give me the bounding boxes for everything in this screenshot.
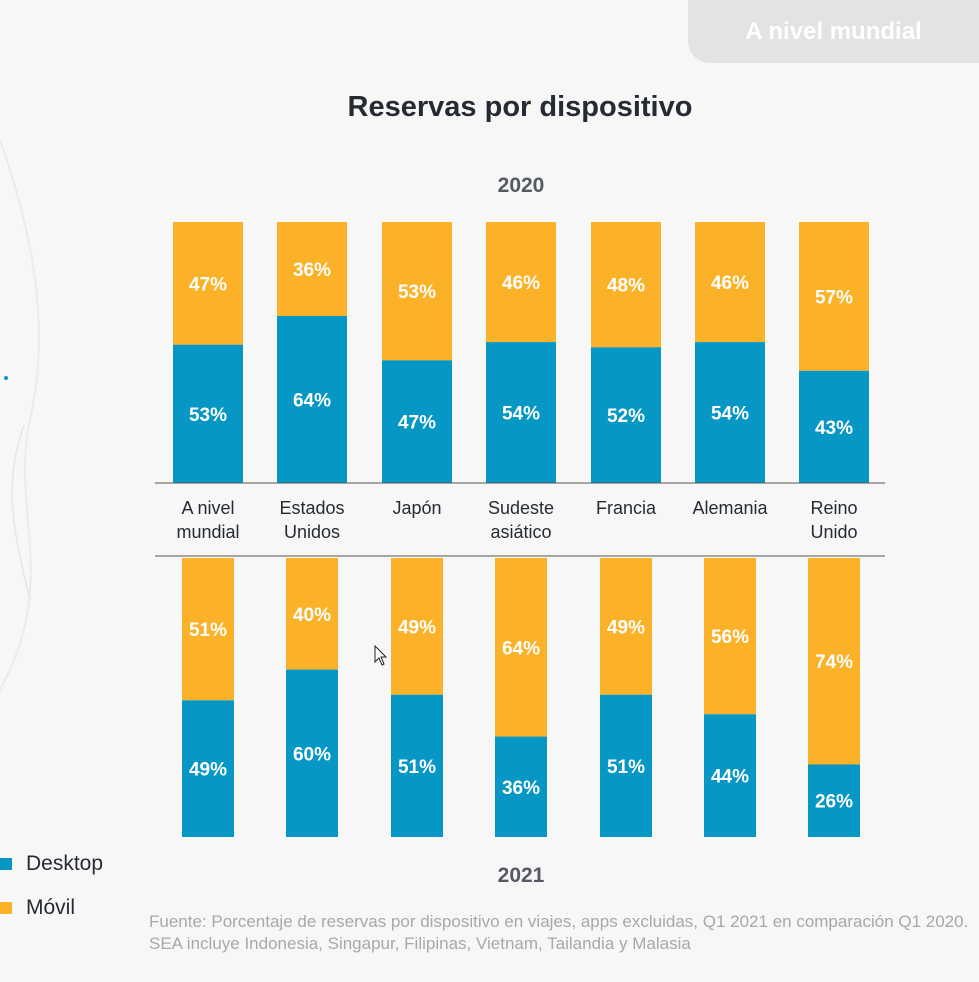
category-label-a-nivel-mundial: A nivel mundial — [176, 498, 240, 542]
data-label-2021-japon-movil: 49% — [398, 617, 436, 638]
legend-label-movil: Móvil — [26, 896, 76, 919]
data-label-2021-estados-unidos-desktop: 60% — [293, 744, 331, 765]
bar-2020-alemania-desktop — [695, 342, 765, 483]
data-label-2020-estados-unidos-movil: 36% — [293, 260, 331, 281]
bar-2021-sudeste-asiatico-desktop — [495, 736, 547, 837]
bar-2021-estados-unidos-movil — [286, 558, 338, 670]
bar-2021-francia-desktop — [600, 694, 652, 837]
category-label-sudeste-asiatico: Sudeste asiático — [487, 498, 555, 542]
bar-2021-alemania-movil — [704, 558, 756, 715]
data-label-2020-japon-desktop: 47% — [398, 413, 436, 434]
data-label-2021-japon-desktop: 51% — [398, 757, 436, 778]
bar-2021-sudeste-asiatico-movil — [495, 558, 547, 737]
data-label-2021-a-nivel-mundial-movil: 51% — [189, 620, 227, 641]
data-label-2021-estados-unidos-movil: 40% — [293, 605, 331, 626]
year-label-2020: 2020 — [497, 174, 545, 197]
data-label-2021-francia-desktop: 51% — [607, 757, 645, 778]
data-label-2020-sudeste-asiatico-movil: 46% — [502, 273, 540, 294]
legend-label-desktop: Desktop — [26, 852, 104, 875]
category-label-reino-unido: Reino Unido — [810, 498, 858, 542]
mouse-cursor-icon — [374, 645, 388, 666]
data-label-2020-a-nivel-mundial-desktop: 53% — [189, 405, 227, 426]
bar-2020-sudeste-asiatico-movil — [486, 222, 556, 343]
bar-2020-a-nivel-mundial-desktop — [173, 344, 243, 483]
bar-2020-reino-unido-desktop — [799, 370, 869, 483]
bar-2020-reino-unido-movil — [799, 222, 869, 371]
bar-2021-reino-unido-movil — [808, 558, 860, 765]
data-label-2021-sudeste-asiatico-movil: 64% — [502, 638, 540, 659]
data-label-2021-francia-movil: 49% — [607, 617, 645, 638]
data-label-2020-francia-movil: 48% — [607, 276, 645, 297]
data-label-2020-reino-unido-movil: 57% — [815, 287, 853, 308]
data-label-2021-alemania-movil: 56% — [711, 627, 749, 648]
data-label-2020-sudeste-asiatico-desktop: 54% — [502, 404, 540, 425]
year-label-2021: 2021 — [497, 864, 545, 887]
data-label-2020-francia-desktop: 52% — [607, 406, 645, 427]
bar-2020-estados-unidos-desktop — [277, 315, 347, 483]
legend-item-movil: Móvil — [0, 896, 75, 920]
data-label-2021-a-nivel-mundial-desktop: 49% — [189, 760, 227, 781]
bar-2021-a-nivel-mundial-desktop — [182, 700, 234, 837]
data-label-2021-alemania-desktop: 44% — [711, 767, 749, 788]
region-tab[interactable]: A nivel mundial — [688, 0, 979, 63]
category-label-francia: Francia — [595, 498, 657, 518]
bar-2021-japon-movil — [391, 558, 443, 695]
category-label-estados-unidos: Estados Unidos — [279, 498, 345, 542]
category-label-alemania: Alemania — [692, 498, 768, 518]
bar-2021-japon-desktop — [391, 694, 443, 837]
data-label-2020-alemania-movil: 46% — [711, 273, 749, 294]
source-note: Fuente: Porcentaje de reservas por dispo… — [149, 912, 969, 953]
bar-2020-francia-desktop — [591, 347, 661, 483]
legend-swatch-movil — [0, 902, 12, 914]
legend-item-desktop: Desktop — [0, 852, 103, 876]
data-label-2020-japon-movil: 53% — [398, 282, 436, 303]
bar-2020-francia-movil — [591, 222, 661, 348]
bar-2020-a-nivel-mundial-movil — [173, 222, 243, 345]
category-label-japon: Japón — [392, 498, 442, 518]
bar-2020-alemania-movil — [695, 222, 765, 343]
data-label-2021-reino-unido-desktop: 26% — [815, 792, 853, 813]
bar-2020-japon-movil — [382, 222, 452, 361]
bar-2021-francia-movil — [600, 558, 652, 695]
data-label-2020-estados-unidos-desktop: 64% — [293, 390, 331, 411]
bar-2020-sudeste-asiatico-desktop — [486, 342, 556, 483]
bar-2021-alemania-desktop — [704, 714, 756, 837]
bar-2020-estados-unidos-movil — [277, 222, 347, 316]
bar-2020-japon-desktop — [382, 360, 452, 483]
data-label-2021-sudeste-asiatico-desktop: 36% — [502, 778, 540, 799]
bar-2021-estados-unidos-desktop — [286, 669, 338, 837]
data-label-2020-reino-unido-desktop: 43% — [815, 418, 853, 439]
data-label-2020-a-nivel-mundial-movil: 47% — [189, 274, 227, 295]
bar-2021-a-nivel-mundial-movil — [182, 558, 234, 701]
legend-swatch-desktop — [0, 858, 12, 870]
bar-2021-reino-unido-desktop — [808, 764, 860, 837]
chart-title: Reservas por dispositivo — [347, 91, 693, 123]
data-label-2021-reino-unido-movil: 74% — [815, 652, 853, 673]
data-label-2020-alemania-desktop: 54% — [711, 404, 749, 425]
